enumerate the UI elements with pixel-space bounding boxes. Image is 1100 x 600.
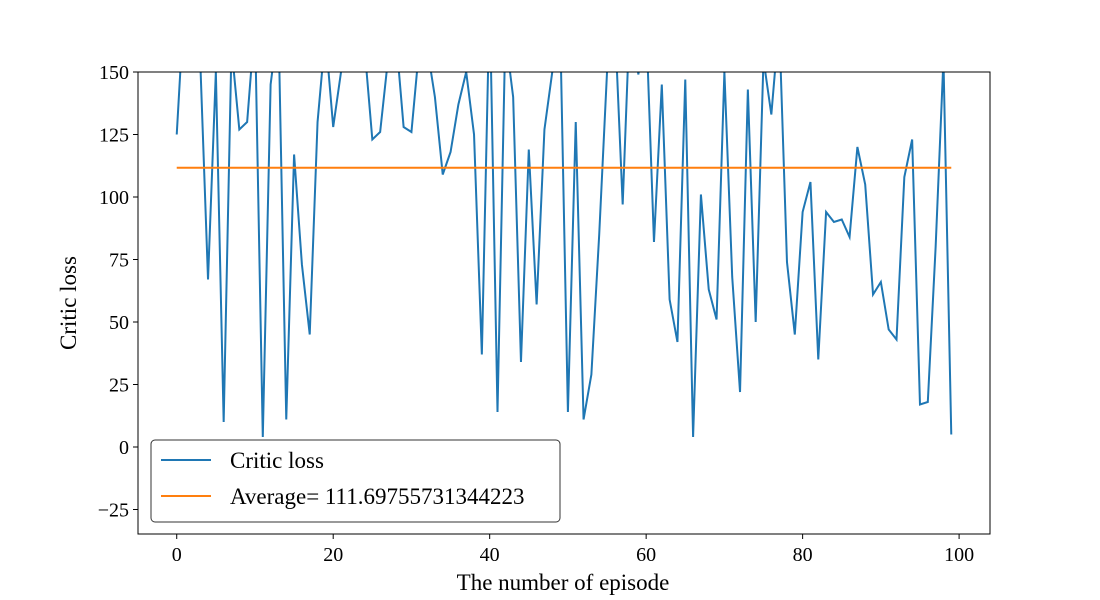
plot-area [175,72,953,438]
y-axis-label: Critic loss [56,256,81,350]
series-line [175,72,953,438]
legend-label: Average= 111.69755731344223 [230,484,524,509]
x-tick-label: 60 [636,544,656,566]
y-tick-label: 100 [99,187,129,209]
legend-box [150,439,561,523]
y-tick-label: 50 [109,312,129,334]
x-tick-label: 100 [944,544,974,566]
y-tick-label: −25 [98,500,129,522]
y-tick-label: 75 [109,250,129,272]
y-tick-label: 150 [99,62,129,84]
x-axis-label: The number of episode [457,570,670,595]
legend-label: Critic loss [230,448,324,473]
y-tick-label: 125 [99,125,129,147]
plot-frame [137,71,991,535]
x-tick-label: 20 [323,544,343,566]
y-tick-label: 0 [119,437,129,459]
y-tick-label: 25 [109,375,129,397]
x-tick-label: 0 [172,544,182,566]
x-tick-label: 40 [480,544,500,566]
x-tick-label: 80 [793,544,813,566]
